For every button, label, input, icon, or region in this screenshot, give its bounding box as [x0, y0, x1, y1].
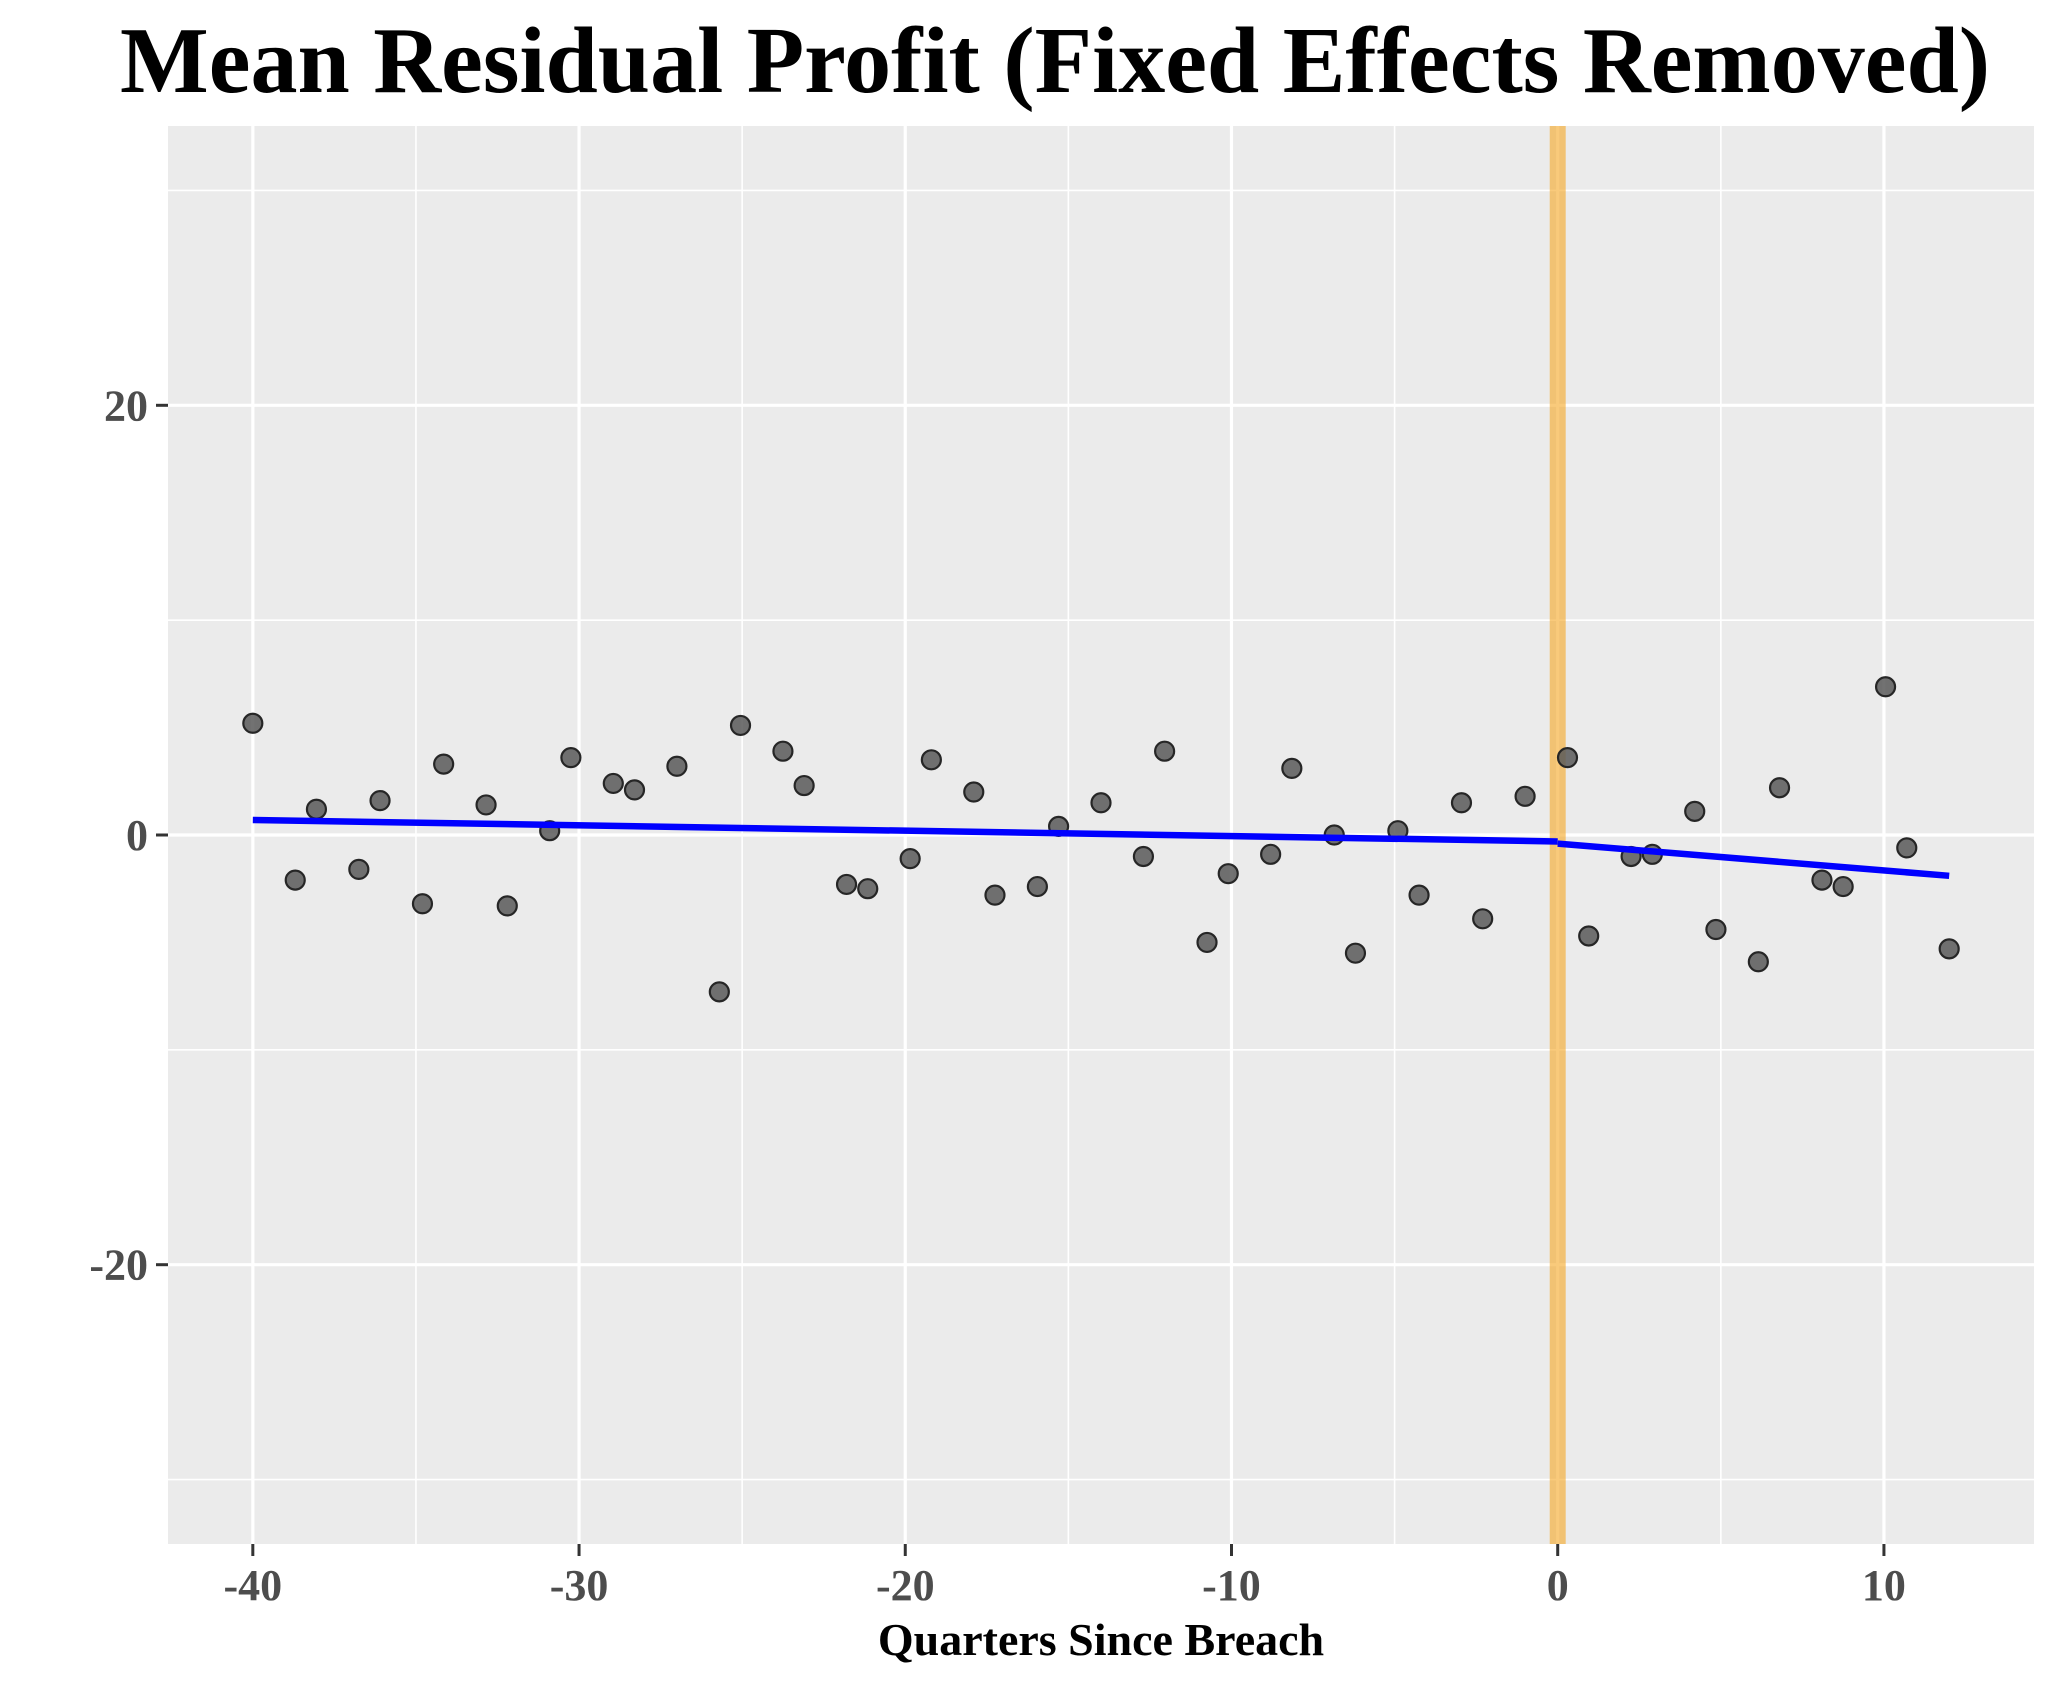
x-tick-label-1: -30	[550, 1561, 609, 1610]
data-point-11	[602, 772, 624, 795]
data-point-51	[1896, 837, 1918, 859]
data-point-44	[1684, 800, 1706, 822]
y-tick-label-1: 0	[126, 811, 148, 860]
data-point-15	[729, 714, 752, 737]
data-point-7	[475, 794, 497, 816]
x-axis: -40 -30 -20 -10 0 10	[223, 1544, 1906, 1610]
data-point-29	[1196, 931, 1218, 954]
data-point-31	[1260, 843, 1282, 865]
data-point-4	[369, 790, 391, 812]
y-tick-label-2: 20	[104, 381, 148, 430]
x-tick-label-5: 10	[1862, 1561, 1906, 1610]
data-point-18	[835, 873, 858, 896]
data-point-50	[1874, 676, 1897, 698]
data-point-10	[560, 747, 582, 769]
y-axis: -20 0 20	[89, 381, 168, 1290]
data-point-27	[1132, 845, 1155, 868]
x-tick-label-3: -10	[1202, 1561, 1261, 1610]
data-point-20	[899, 848, 921, 870]
data-point-52	[1938, 938, 1960, 960]
data-point-26	[1090, 792, 1112, 814]
x-tick-label-4: 0	[1547, 1561, 1569, 1610]
data-point-0	[242, 712, 264, 734]
data-point-24	[1026, 875, 1048, 898]
data-point-21	[920, 749, 942, 771]
data-point-6	[433, 753, 455, 775]
data-point-39	[1514, 785, 1536, 807]
x-axis-title: Quarters Since Breach	[878, 1614, 1324, 1665]
fit-line-pre	[252, 816, 1558, 845]
data-point-19	[857, 878, 879, 900]
data-point-12	[623, 779, 646, 801]
data-point-47	[1768, 777, 1791, 799]
x-tick-label-2: -20	[876, 1561, 935, 1610]
data-point-30	[1217, 863, 1239, 885]
data-point-38	[1472, 908, 1494, 930]
data-point-28	[1154, 740, 1176, 762]
data-point-34	[1344, 942, 1367, 964]
data-point-17	[793, 774, 815, 797]
data-point-45	[1705, 918, 1727, 941]
data-point-23	[984, 884, 1006, 906]
data-point-22	[963, 781, 985, 803]
fit-lines	[252, 816, 1950, 880]
data-point-2	[305, 798, 328, 820]
x-tick-label-0: -40	[223, 1561, 282, 1610]
data-point-14	[708, 981, 730, 1003]
data-point-16	[772, 740, 794, 762]
data-point-13	[666, 755, 688, 777]
y-tick-label-0: -20	[89, 1241, 148, 1290]
data-point-49	[1832, 875, 1854, 898]
data-point-1	[284, 869, 306, 891]
chart-title: Mean Residual Profit (Fixed Effects Remo…	[120, 9, 1990, 113]
data-point-36	[1408, 884, 1430, 906]
data-point-41	[1578, 925, 1600, 947]
data-point-40	[1556, 747, 1579, 769]
data-point-8	[496, 895, 518, 917]
data-point-32	[1281, 757, 1303, 779]
data-point-46	[1747, 951, 1769, 973]
fit-line-post	[1557, 840, 1950, 880]
data-point-48	[1811, 869, 1833, 891]
data-point-3	[348, 858, 370, 880]
data-point-37	[1450, 792, 1473, 814]
data-point-5	[411, 893, 434, 915]
